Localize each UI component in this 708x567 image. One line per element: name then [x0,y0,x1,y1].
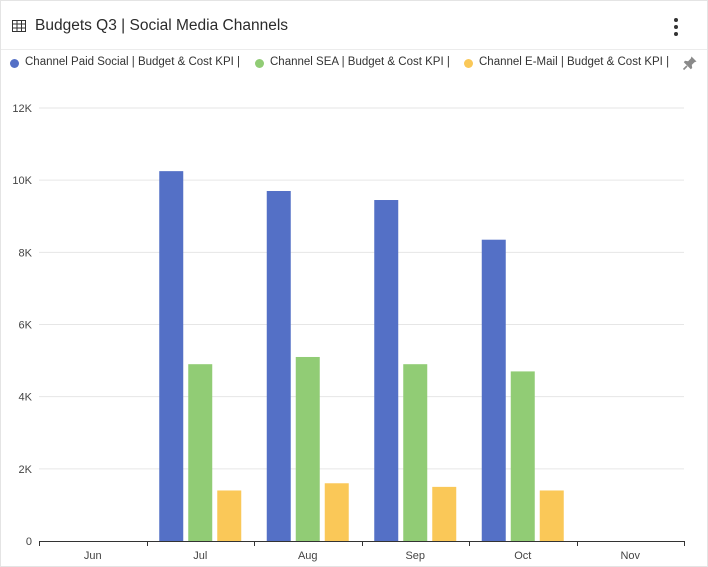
legend-dot [255,59,264,68]
bar [374,200,399,541]
legend-dot [464,59,473,68]
more-vertical-icon[interactable] [665,15,687,39]
bar [403,364,428,541]
y-tick-label: 4K [19,392,33,404]
x-tick-label: Aug [298,550,318,562]
legend-label: Channel E-Mail | Budget & Cost KPI | [479,56,670,68]
x-tick-label: Oct [514,550,531,562]
x-tick-label: Jul [193,550,207,562]
bar [510,371,535,541]
bar [266,190,291,541]
bar [159,171,184,542]
y-tick-label: 0 [26,536,32,548]
legend-dot [10,59,19,68]
table-icon [12,20,26,32]
bar [324,483,349,541]
y-tick-label: 6K [19,320,33,332]
y-tick-label: 8K [19,247,33,259]
y-tick-label: 12K [12,103,32,115]
bar [481,239,506,541]
bar [217,490,242,541]
x-tick-label: Jun [84,550,102,562]
y-tick-label: 2K [19,464,33,476]
legend-label: Channel Paid Social | Budget & Cost KPI … [25,56,241,68]
x-tick-label: Sep [405,550,425,562]
y-tick-label: 10K [12,175,32,187]
widget-title: Budgets Q3 | Social Media Channels [35,17,289,34]
bar [432,486,457,541]
bar [295,356,320,541]
widget-header: Budgets Q3 | Social Media Channels [1,1,707,50]
x-tick-label: Nov [620,550,640,562]
chart-legend: Channel Paid Social | Budget & Cost KPI … [1,51,707,75]
legend-label: Channel SEA | Budget & Cost KPI | [270,56,450,68]
bar [539,490,564,541]
bar [188,364,213,541]
pin-icon[interactable] [682,55,698,71]
